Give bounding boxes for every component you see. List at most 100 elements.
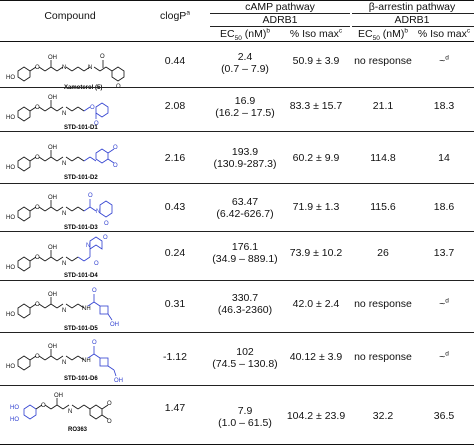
atom-label: O xyxy=(103,235,108,241)
atom-label: OH xyxy=(110,322,119,328)
structure-xamoterol: HO O OH N N O O Xamoterol (5) xyxy=(4,43,149,91)
ec50-suffix-2: (nM) xyxy=(379,28,405,40)
compound-name: RO363 xyxy=(68,427,88,433)
atom-label: N xyxy=(96,209,100,215)
camp-ec50-value: 7.9 xyxy=(237,405,253,417)
camp-ec50-ci: (130.9-287.3) xyxy=(213,158,277,170)
atom-label: O xyxy=(113,163,118,169)
structure-std-101-d2: HO O OH N O O STD-101-D2 xyxy=(4,133,149,181)
atom-label: O xyxy=(41,403,46,409)
camp-ec50-ci: (6.42-626.7) xyxy=(216,208,274,220)
atom-label: HO xyxy=(6,115,15,121)
arrestin-iso-value: ~d xyxy=(414,351,474,363)
top-rule xyxy=(0,0,474,1)
ec50-sub: 50 xyxy=(234,35,242,43)
compound-name: STD-101-D1 xyxy=(64,125,98,131)
header-arrestin-ec50: EC50 (nM)b xyxy=(348,27,418,43)
clogp-value: 2.16 xyxy=(164,152,186,164)
arrestin-iso-text: ~ xyxy=(439,55,446,67)
atom-label: HO xyxy=(6,75,15,81)
compound-name: STD-101-D2 xyxy=(64,175,98,181)
header-arrestin-receptor-label: ADRB1 xyxy=(394,14,430,26)
arrestin-iso-sup: d xyxy=(445,350,449,358)
row-divider xyxy=(0,231,474,232)
camp-ec50-value: 16.9 xyxy=(234,95,256,107)
atom-label: N xyxy=(62,111,66,117)
atom-label: N xyxy=(62,211,66,217)
atom-label: O xyxy=(107,419,112,425)
iso-label: % Iso max xyxy=(289,28,339,40)
pathway-underline-arrestin xyxy=(352,13,474,14)
camp-iso-value: 50.9 ± 3.9 xyxy=(292,55,340,67)
clogp-value: -1.12 xyxy=(163,351,187,363)
row-divider xyxy=(0,280,474,281)
arrestin-ec50-value: no response xyxy=(354,298,412,310)
atom-label: O xyxy=(35,354,40,360)
header-arrestin-receptor: ADRB1 xyxy=(350,14,474,26)
clogp-value: 1.47 xyxy=(164,402,186,414)
atom-label: O xyxy=(113,145,118,151)
ec50-sub-2: 50 xyxy=(372,35,380,43)
compound-name: Xamoterol (5) xyxy=(64,85,102,91)
arrestin-ec50-value: 26 xyxy=(377,247,389,259)
receptor-underline-camp xyxy=(210,26,350,27)
arrestin-ec50-value: 32.2 xyxy=(372,410,394,422)
camp-ec50-value: 176.1 xyxy=(231,241,259,253)
arrestin-iso-value: 14 xyxy=(414,152,474,164)
header-camp-ec50: EC50 (nM)b xyxy=(205,28,285,43)
clogp-value: 0.43 xyxy=(164,201,186,213)
header-camp-pathway-label: cAMP pathway xyxy=(245,1,315,13)
atom-label: O xyxy=(92,340,97,346)
structure-std-101-d6: HO O OH N NH O OH STD-101-D6 xyxy=(4,334,149,384)
arrestin-iso-value: ~d xyxy=(414,298,474,310)
ec50-sup-2: b xyxy=(404,27,408,35)
atom-label: OH xyxy=(48,245,57,251)
arrestin-iso-value: 18.6 xyxy=(414,201,474,213)
atom-label: HO xyxy=(6,364,15,370)
header-camp-receptor-label: ADRB1 xyxy=(262,14,298,26)
arrestin-iso-sup: d xyxy=(445,297,449,305)
row-divider xyxy=(0,131,474,132)
compound-name: STD-101-D5 xyxy=(64,326,98,332)
camp-ec50-ci: (46.3-2360) xyxy=(217,304,273,316)
structure-std-101-d1: HO O OH N O O STD-101-D1 xyxy=(4,89,149,131)
camp-ec50-ci: (16.2 – 17.5) xyxy=(215,107,275,119)
compound-name: STD-101-D6 xyxy=(64,376,98,382)
ec50-suffix: (nM) xyxy=(241,28,267,40)
clogp-value: 0.24 xyxy=(164,247,186,259)
atom-label: O xyxy=(35,302,40,308)
header-camp-iso: % Iso maxc xyxy=(280,28,352,40)
atom-label: N xyxy=(62,261,66,267)
arrestin-iso-value: 13.7 xyxy=(414,247,474,259)
camp-iso-value: 104.2 ± 23.9 xyxy=(286,410,346,422)
structure-std-101-d3: HO O OH N O N O STD-101-D3 xyxy=(4,185,149,231)
arrestin-ec50-value: 115.6 xyxy=(370,201,396,213)
atom-label: N xyxy=(62,161,66,167)
atom-label: NH xyxy=(82,358,91,364)
camp-iso-value: 40.12 ± 3.9 xyxy=(289,351,343,363)
camp-ec50-value: 193.9 xyxy=(231,146,259,158)
compound-name: STD-101-D4 xyxy=(64,273,98,279)
arrestin-ec50-value: no response xyxy=(354,55,412,67)
atom-label: O xyxy=(35,65,40,71)
row-divider xyxy=(0,183,474,184)
arrestin-ec50-value: 21.1 xyxy=(372,100,394,112)
atom-label: O xyxy=(107,401,112,407)
atom-label: N xyxy=(62,65,66,71)
atom-label: OH xyxy=(48,195,57,201)
atom-label: HO xyxy=(6,312,15,318)
atom-label: O xyxy=(104,221,109,227)
camp-iso-value: 73.9 ± 10.2 xyxy=(289,247,343,259)
arrestin-iso-text: 13.7 xyxy=(433,247,455,259)
camp-ec50-value: 330.7 xyxy=(231,292,259,304)
structure-ro363: HO HO O OH N O O RO363 xyxy=(4,387,149,445)
atom-label: HO xyxy=(6,165,15,171)
header-bottom-rule xyxy=(0,41,474,42)
bottom-rule xyxy=(0,444,474,445)
camp-iso-value: 71.9 ± 1.3 xyxy=(292,201,340,213)
atom-label: O xyxy=(94,261,99,267)
header-arrestin-pathway-label: β-arrestin pathway xyxy=(368,1,456,13)
receptor-underline-arrestin xyxy=(352,26,474,27)
camp-ec50-ci: (34.9 – 889.1) xyxy=(212,253,278,265)
atom-label: OH xyxy=(54,393,63,399)
